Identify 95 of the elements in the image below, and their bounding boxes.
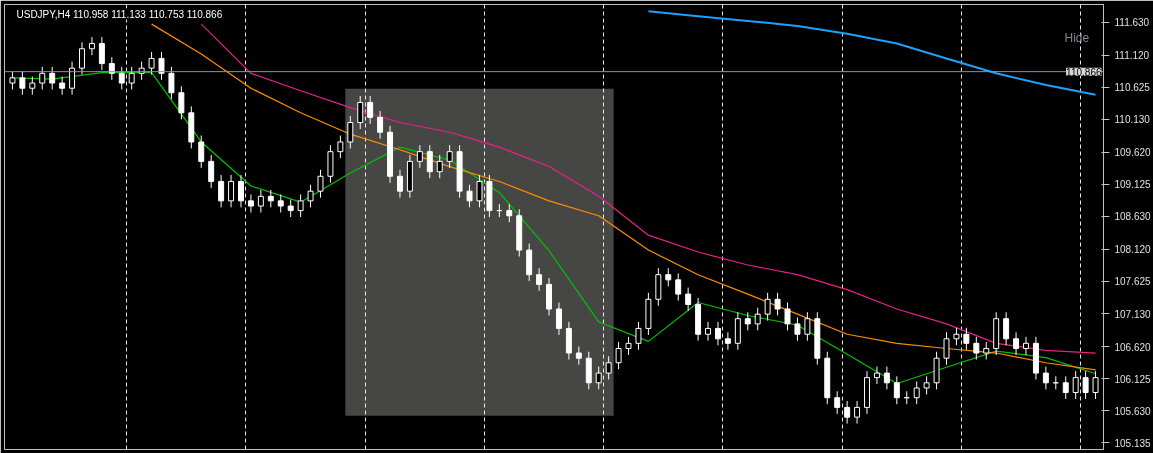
y-tick-label: 106.620 xyxy=(1114,341,1152,353)
annotation: Hide xyxy=(1064,30,1090,45)
y-tick-label: 109.125 xyxy=(1114,179,1152,191)
candlestick xyxy=(834,390,841,415)
candlestick xyxy=(665,267,672,287)
candlestick xyxy=(913,381,920,405)
candlestick xyxy=(1023,336,1029,356)
candlestick xyxy=(208,154,215,189)
candlestick xyxy=(128,66,135,91)
candlestick xyxy=(923,375,930,395)
candlestick xyxy=(774,292,781,316)
y-tick-label: 105.135 xyxy=(1114,437,1152,449)
candlestick xyxy=(854,400,861,425)
candlestick xyxy=(1062,375,1069,400)
candlestick xyxy=(804,311,811,342)
candlestick xyxy=(158,51,165,81)
candlestick xyxy=(138,61,145,81)
candlestick xyxy=(436,154,443,179)
candlestick xyxy=(446,144,453,169)
candlestick xyxy=(317,169,324,199)
candlestick xyxy=(893,375,900,405)
candlestick xyxy=(69,61,76,96)
candlestick xyxy=(575,346,582,366)
candlestick xyxy=(1042,366,1049,390)
candlestick xyxy=(705,321,711,342)
candlestick xyxy=(307,184,314,208)
candlestick xyxy=(973,336,980,360)
candlestick xyxy=(218,174,225,208)
candlestick xyxy=(377,110,384,140)
candlestick xyxy=(357,95,364,130)
candlestick xyxy=(337,134,344,159)
candlestick xyxy=(59,76,66,96)
y-tick-label: 108.630 xyxy=(1114,211,1152,223)
candlestick xyxy=(416,144,423,169)
candlestick xyxy=(635,321,642,351)
y-tick-label: 107.130 xyxy=(1114,308,1152,320)
candlestick xyxy=(426,144,433,179)
candlestick xyxy=(88,36,95,56)
candlestick xyxy=(49,66,56,91)
candlestick xyxy=(347,115,354,149)
candlestick xyxy=(1013,331,1020,356)
candlestick xyxy=(675,272,682,302)
candlestick xyxy=(19,70,26,96)
candlestick xyxy=(297,193,304,218)
y-tick-label: 107.625 xyxy=(1114,276,1152,288)
candlestick xyxy=(1092,370,1099,400)
candlestick xyxy=(39,66,46,91)
candlestick xyxy=(714,321,721,346)
candlestick xyxy=(367,95,374,125)
candlestick xyxy=(9,70,16,91)
candlestick xyxy=(844,400,851,425)
candlestick xyxy=(536,267,543,292)
y-tick-label: 110.130 xyxy=(1114,114,1151,126)
candlestick xyxy=(476,174,483,208)
candlestick xyxy=(615,341,622,370)
y-tick-label: 105.630 xyxy=(1114,405,1152,417)
candlestick xyxy=(784,302,791,331)
candlestick xyxy=(595,366,602,390)
candlestick xyxy=(506,203,513,223)
candlestick xyxy=(228,174,235,208)
candlestick xyxy=(466,184,473,208)
candlestick xyxy=(98,36,105,71)
candlestick xyxy=(883,366,890,390)
candlestick xyxy=(794,316,801,342)
candlestick xyxy=(963,327,970,351)
ref-line-label: 110.866 xyxy=(1066,66,1102,78)
y-tick-label: 109.620 xyxy=(1114,147,1152,159)
candlestick xyxy=(397,169,403,199)
candlestick xyxy=(257,189,264,214)
candlestick xyxy=(29,76,36,96)
y-tick-label: 111.120 xyxy=(1114,50,1150,62)
candlestick xyxy=(625,336,632,356)
candlestick xyxy=(744,311,751,331)
chart-title: USDJPY,H4 110.958 111.133 110.753 110.866 xyxy=(16,8,223,20)
candlestick xyxy=(685,287,692,312)
candlestick xyxy=(247,193,254,214)
candlestick xyxy=(168,66,175,100)
candlestick xyxy=(873,366,880,385)
y-tick-label: 111.630 xyxy=(1114,17,1150,29)
candlestick xyxy=(605,355,612,381)
candlestick xyxy=(555,302,562,336)
y-tick-label: 106.125 xyxy=(1114,373,1152,385)
candlestick xyxy=(1003,311,1010,346)
candlestick xyxy=(198,134,205,169)
candlestick xyxy=(943,331,950,366)
candlestick xyxy=(754,307,761,331)
y-tick-label: 110.625 xyxy=(1114,82,1151,94)
candlestick xyxy=(178,85,185,120)
candlestick xyxy=(238,174,244,208)
candlestick xyxy=(724,331,731,351)
candlestick xyxy=(148,51,155,76)
candlestick xyxy=(764,292,771,322)
candlestick xyxy=(79,41,85,76)
candlestick xyxy=(277,193,284,214)
y-tick-label: 108.120 xyxy=(1114,244,1152,256)
